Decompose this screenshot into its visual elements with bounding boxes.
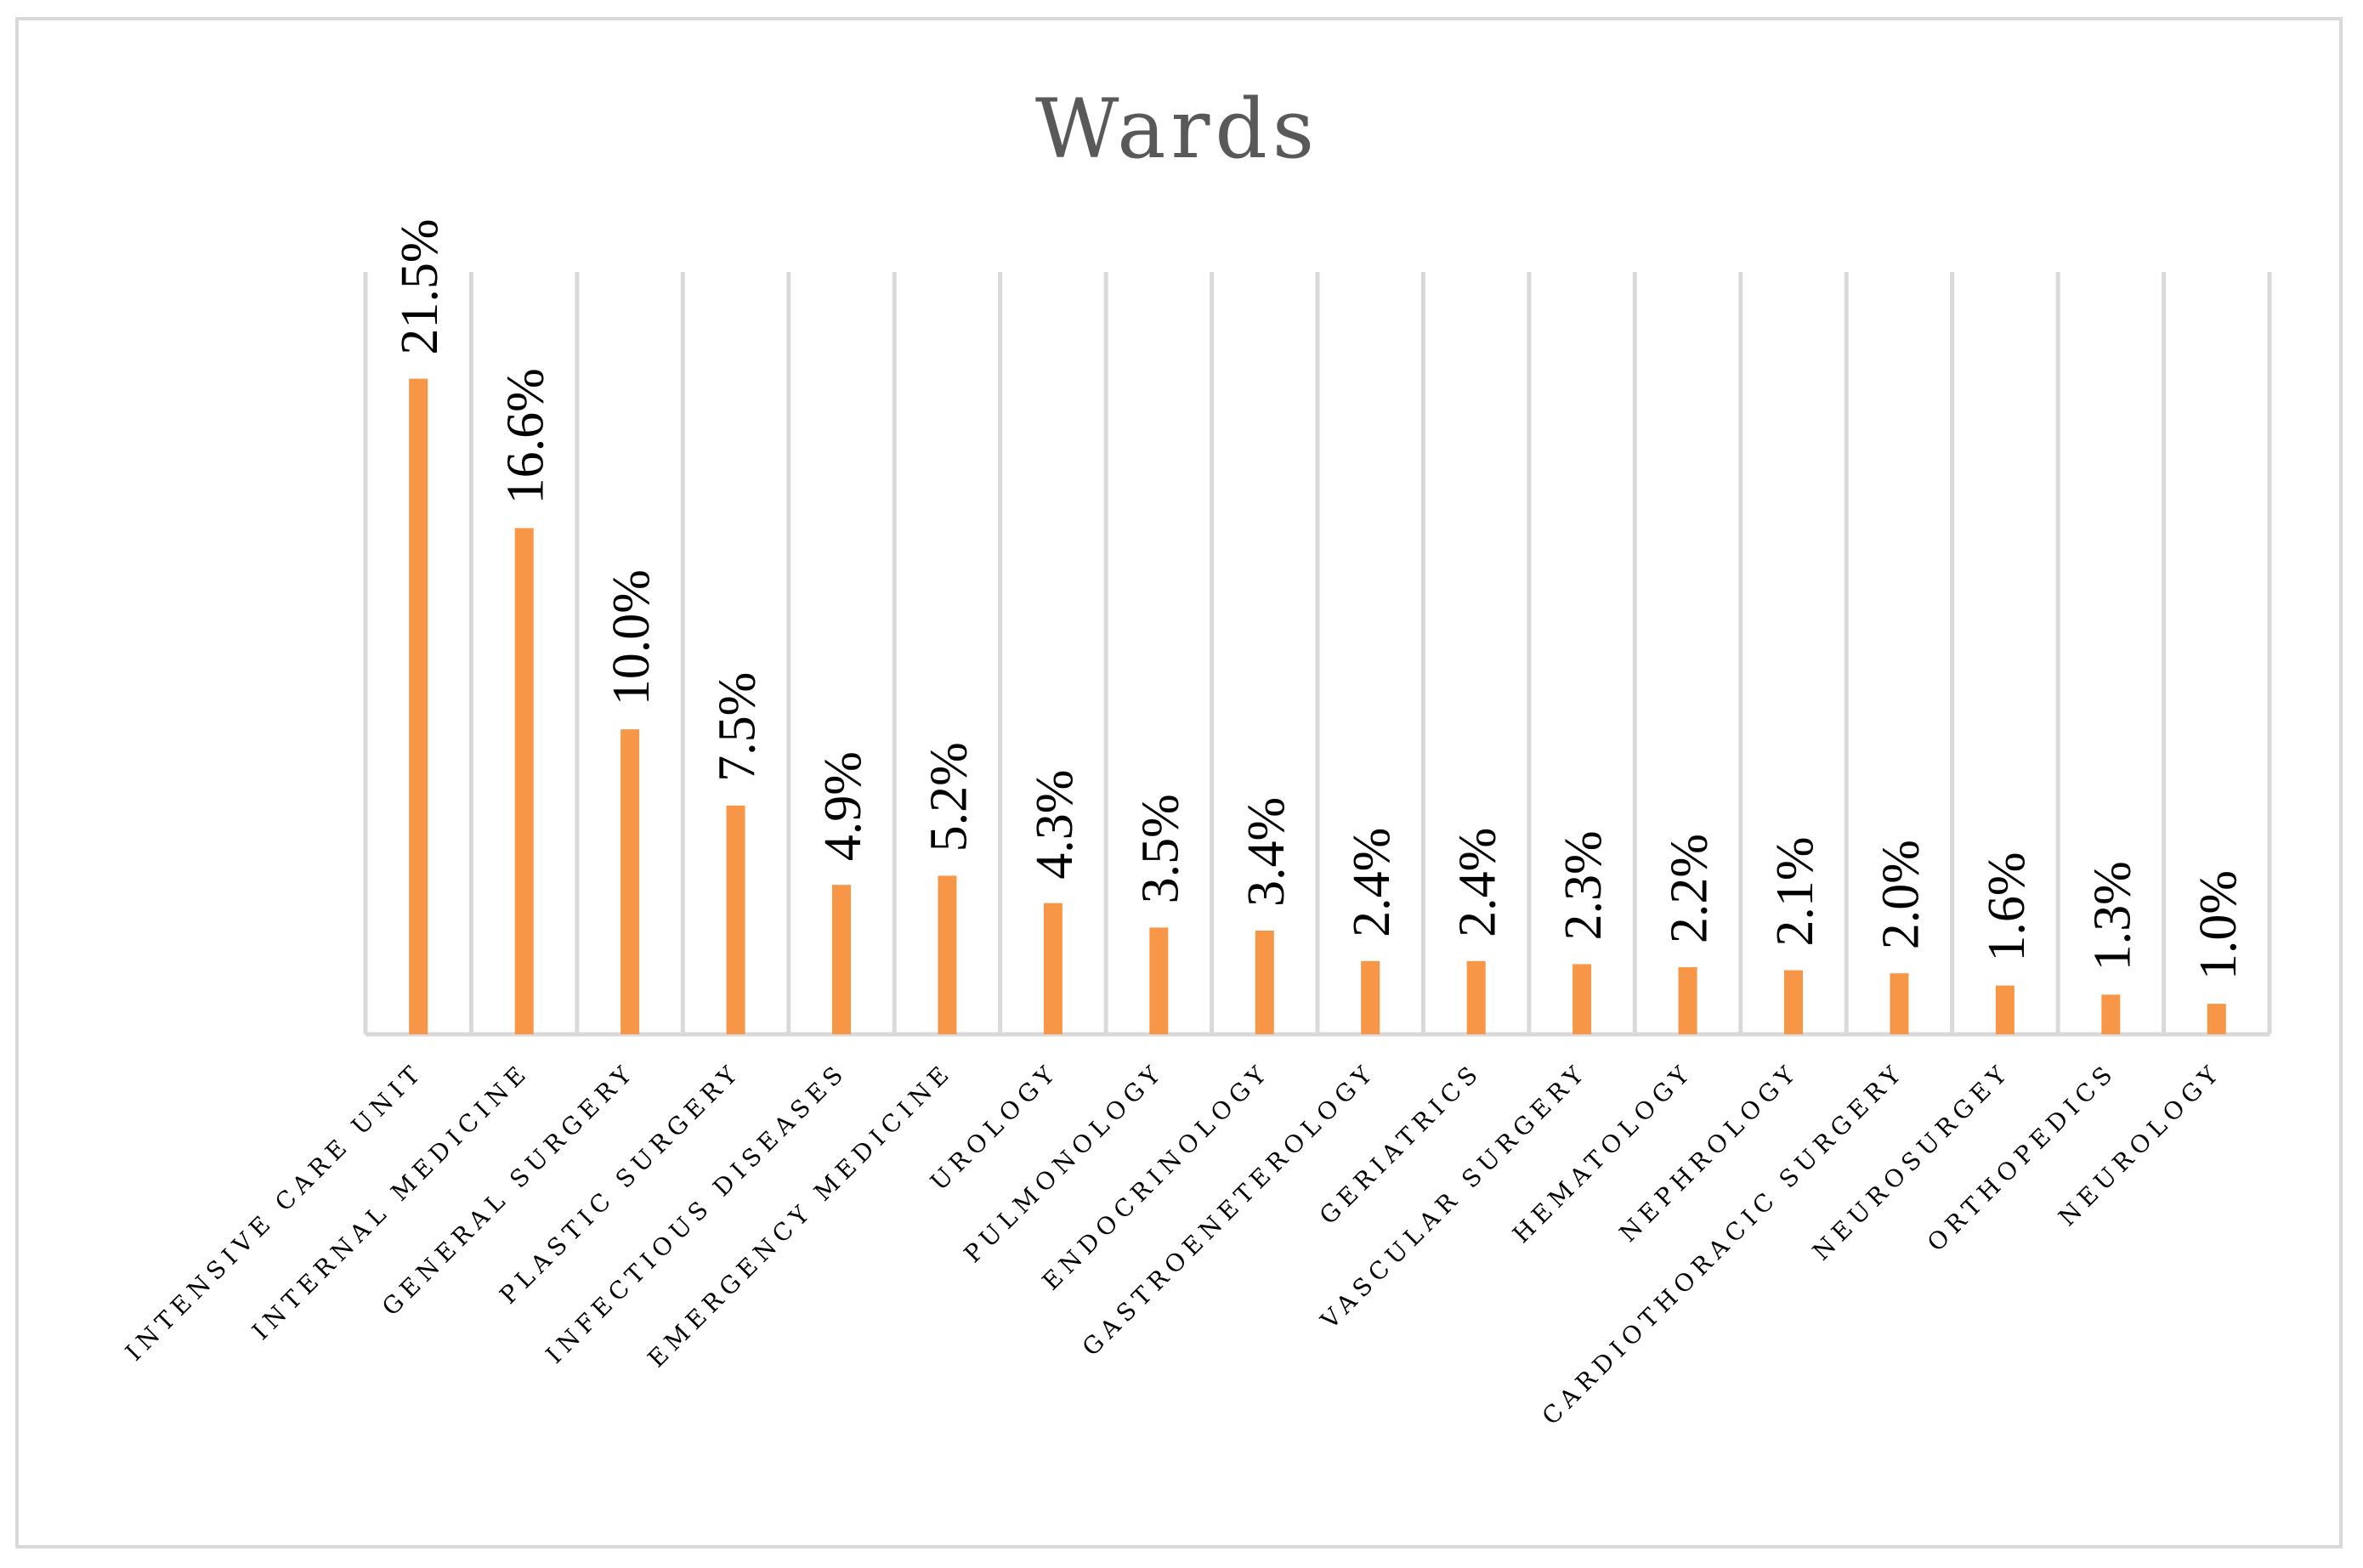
category-label: PULMONOLOGY xyxy=(959,1057,1170,1269)
bar xyxy=(2207,1004,2226,1034)
chart-title: Wards xyxy=(1035,82,1319,177)
bar xyxy=(1572,964,1592,1034)
data-label: 4.9% xyxy=(814,751,872,861)
data-label: 1.3% xyxy=(2083,861,2141,971)
bar xyxy=(1149,927,1169,1034)
data-label: 5.2% xyxy=(920,742,978,852)
category-label: CARDIOTHORACIC SURGERY xyxy=(1537,1057,1911,1431)
bar xyxy=(1043,903,1062,1034)
data-label: 2.1% xyxy=(1766,836,1824,946)
data-label: 21.5% xyxy=(391,218,449,354)
data-label: 1.0% xyxy=(2190,870,2247,980)
bar xyxy=(1466,960,1486,1034)
data-label: 3.4% xyxy=(1238,797,1295,907)
data-label: 3.5% xyxy=(1131,794,1189,903)
data-label: 2.3% xyxy=(1555,830,1612,940)
category-label: NEUROSURGEY xyxy=(1807,1057,2016,1266)
data-label: 2.2% xyxy=(1661,834,1719,943)
gridlines xyxy=(363,272,2272,1034)
bar xyxy=(726,805,745,1034)
bar xyxy=(1255,931,1274,1034)
data-label: 16.6% xyxy=(497,368,555,504)
data-label: 1.6% xyxy=(1978,852,2036,961)
bar xyxy=(2101,994,2121,1034)
data-label: 2.4% xyxy=(1449,828,1507,937)
category-label: ORTHOPEDICS xyxy=(1922,1057,2122,1257)
data-label: 4.3% xyxy=(1026,770,1084,880)
category-label: ENDOCRINOLOGY xyxy=(1037,1057,1276,1296)
bar xyxy=(1361,960,1380,1034)
bar xyxy=(1995,985,2014,1034)
data-label: 10.0% xyxy=(603,569,660,705)
category-label: NEPHROLOGY xyxy=(1614,1057,1805,1248)
data-label: 2.0% xyxy=(1872,840,1930,949)
bar xyxy=(620,729,640,1034)
bar xyxy=(1784,970,1803,1034)
category-label: HEMATOLOGY xyxy=(1507,1057,1698,1248)
data-label: 7.5% xyxy=(709,672,767,782)
bar xyxy=(832,885,851,1034)
data-labels: 21.5% 16.6% 10.0% 7.5% 4.9% 5.2% 4.3% 3.5% 3.4% 2… xyxy=(391,218,2247,980)
chart-frame xyxy=(15,17,2343,1548)
bar xyxy=(1890,973,1909,1034)
bar xyxy=(938,875,957,1034)
bars xyxy=(409,378,2226,1035)
bar xyxy=(1678,967,1697,1034)
data-label: 2.4% xyxy=(1343,828,1401,937)
bar xyxy=(514,528,534,1034)
bar xyxy=(409,378,428,1035)
